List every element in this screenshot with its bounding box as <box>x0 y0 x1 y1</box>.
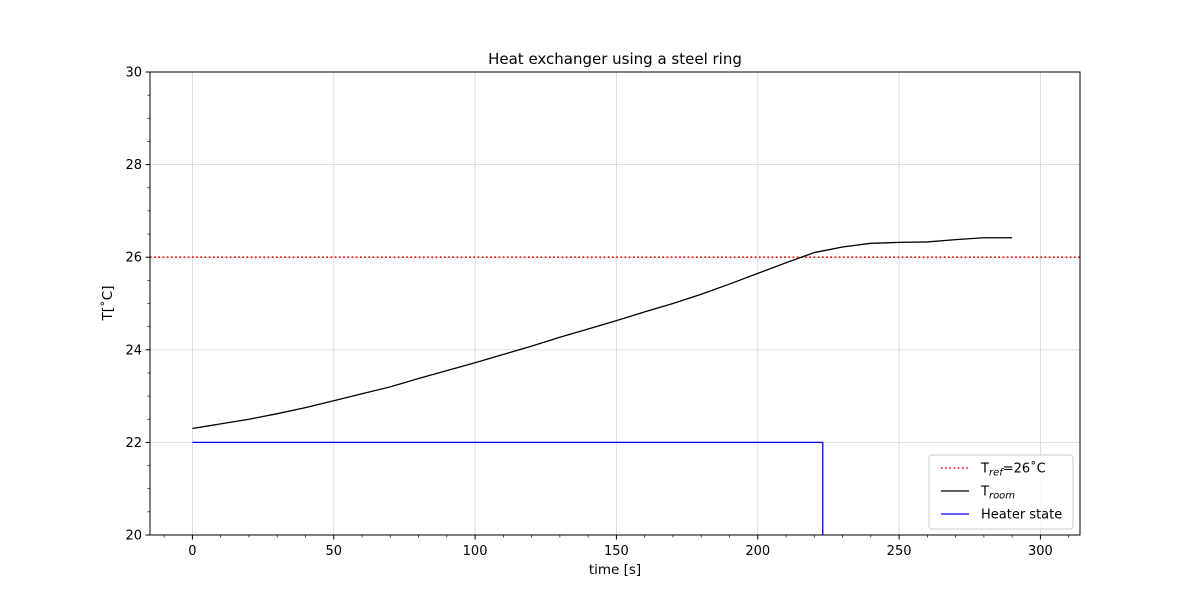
x-tick-label: 250 <box>887 544 912 559</box>
x-tick-label: 50 <box>325 544 342 559</box>
legend-box <box>928 454 1074 530</box>
chart-title: Heat exchanger using a steel ring <box>488 50 742 68</box>
y-tick-label: 22 <box>125 436 142 451</box>
x-tick-label: 100 <box>463 544 488 559</box>
x-tick-label: 200 <box>745 544 770 559</box>
y-axis-label: T[˚C] <box>99 286 116 322</box>
x-tick-label: 150 <box>604 544 629 559</box>
x-axis-label: time [s] <box>589 562 641 578</box>
x-tick-label: 0 <box>188 544 196 559</box>
y-tick-label: 26 <box>125 251 142 266</box>
x-tick-label: 300 <box>1028 544 1053 559</box>
y-tick-label: 20 <box>125 529 142 544</box>
series-line-0 <box>192 237 1013 430</box>
plot-area <box>150 237 1080 535</box>
y-tick-label: 30 <box>125 66 142 81</box>
legend-label: Tref=26˚C <box>980 461 1046 479</box>
y-tick-label: 24 <box>125 343 142 358</box>
y-tick-label: 28 <box>125 158 142 173</box>
axis-ticks: 0 50 100 150 200 250 300 20 22 24 26 28 30 <box>125 66 1070 559</box>
legend: Tref=26˚C Troom Heater state <box>928 454 1074 530</box>
legend-label: Heater state <box>981 508 1062 523</box>
series-line-1 <box>192 441 824 535</box>
legend-label: Troom <box>980 485 1015 502</box>
